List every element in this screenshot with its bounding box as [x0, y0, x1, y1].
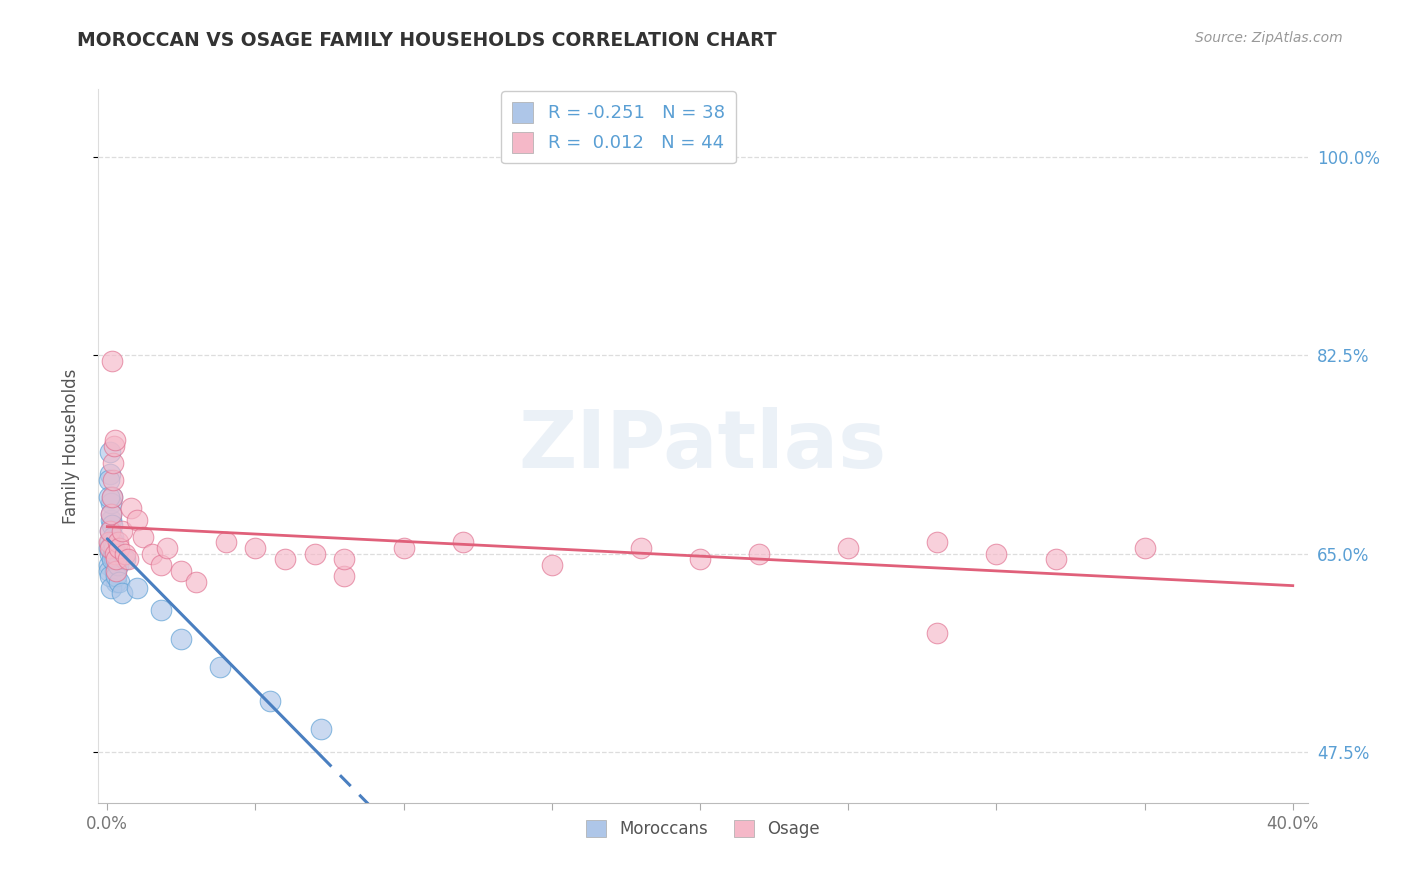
- Point: [149, 558, 172, 572]
- Point: [107, 535, 129, 549]
- Point: [120, 501, 142, 516]
- Point: [103, 547, 125, 561]
- Point: [98, 467, 121, 482]
- Point: [100, 513, 122, 527]
- Point: [748, 547, 770, 561]
- Text: ZIPatlas: ZIPatlas: [519, 407, 887, 485]
- Legend: Moroccans, Osage: Moroccans, Osage: [579, 813, 827, 845]
- Point: [105, 558, 128, 572]
- Point: [98, 541, 121, 555]
- Point: [98, 490, 121, 504]
- Point: [274, 552, 297, 566]
- Point: [97, 558, 120, 572]
- Point: [98, 444, 121, 458]
- Point: [333, 569, 356, 583]
- Point: [259, 694, 281, 708]
- Point: [104, 564, 127, 578]
- Point: [304, 547, 326, 561]
- Point: [111, 524, 134, 538]
- Point: [1045, 552, 1067, 566]
- Point: [141, 547, 163, 561]
- Point: [117, 552, 139, 566]
- Point: [100, 354, 122, 368]
- Text: MOROCCAN VS OSAGE FAMILY HOUSEHOLDS CORRELATION CHART: MOROCCAN VS OSAGE FAMILY HOUSEHOLDS CORR…: [77, 31, 778, 50]
- Point: [114, 547, 136, 561]
- Point: [837, 541, 859, 555]
- Point: [101, 530, 124, 544]
- Point: [100, 490, 122, 504]
- Point: [132, 530, 155, 544]
- Y-axis label: Family Households: Family Households: [62, 368, 80, 524]
- Point: [108, 574, 131, 589]
- Text: Source: ZipAtlas.com: Source: ZipAtlas.com: [1195, 31, 1343, 45]
- Point: [103, 541, 125, 555]
- Point: [392, 541, 415, 555]
- Point: [105, 552, 128, 566]
- Point: [215, 535, 238, 549]
- Point: [104, 434, 127, 448]
- Point: [97, 535, 120, 549]
- Point: [107, 558, 129, 572]
- Point: [101, 535, 124, 549]
- Point: [100, 490, 122, 504]
- Point: [100, 552, 122, 566]
- Point: [104, 574, 127, 589]
- Point: [100, 507, 122, 521]
- Point: [927, 535, 949, 549]
- Point: [98, 564, 121, 578]
- Point: [98, 535, 121, 549]
- Point: [451, 535, 474, 549]
- Point: [98, 547, 121, 561]
- Point: [97, 473, 120, 487]
- Point: [309, 722, 332, 736]
- Point: [170, 632, 193, 646]
- Point: [630, 541, 652, 555]
- Point: [98, 524, 121, 538]
- Point: [1133, 541, 1156, 555]
- Point: [689, 552, 711, 566]
- Point: [125, 513, 148, 527]
- Point: [103, 552, 125, 566]
- Point: [155, 541, 177, 555]
- Point: [98, 524, 121, 538]
- Point: [245, 541, 267, 555]
- Point: [105, 547, 128, 561]
- Point: [149, 603, 172, 617]
- Point: [100, 581, 122, 595]
- Point: [541, 558, 564, 572]
- Point: [186, 574, 208, 589]
- Point: [104, 564, 127, 578]
- Point: [103, 456, 125, 470]
- Point: [208, 660, 231, 674]
- Point: [927, 626, 949, 640]
- Point: [97, 541, 120, 555]
- Point: [98, 569, 121, 583]
- Point: [333, 552, 356, 566]
- Point: [111, 586, 134, 600]
- Point: [104, 547, 127, 561]
- Point: [101, 518, 124, 533]
- Point: [101, 473, 124, 487]
- Point: [170, 564, 193, 578]
- Point: [103, 439, 125, 453]
- Point: [986, 547, 1008, 561]
- Point: [114, 552, 136, 566]
- Point: [125, 581, 148, 595]
- Point: [108, 541, 131, 555]
- Point: [100, 507, 122, 521]
- Point: [104, 569, 127, 583]
- Point: [100, 495, 122, 509]
